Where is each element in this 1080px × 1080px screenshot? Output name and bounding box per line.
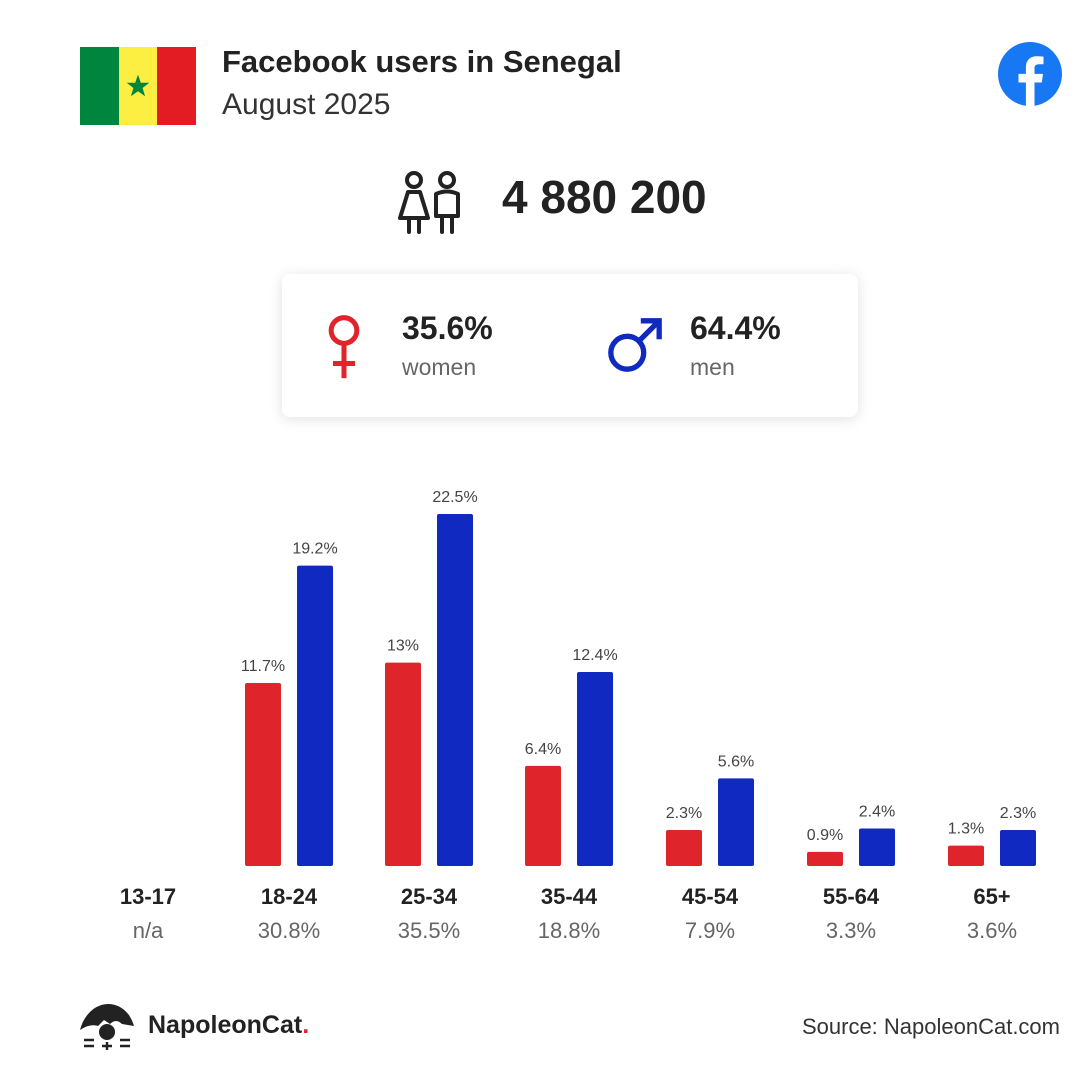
bar-men-35-44	[577, 672, 613, 866]
brand-name-dot: .	[302, 1011, 310, 1039]
total-users-value: 4 880 200	[502, 171, 707, 223]
flag-stripe-yellow	[118, 47, 158, 125]
age-group-label: 25-34	[400, 884, 458, 909]
age-group-label: 55-64	[822, 884, 880, 909]
bar-women-45-54	[666, 830, 702, 866]
female-icon	[328, 315, 360, 379]
bar-label-women-18-24: 11.7%	[241, 658, 285, 675]
napoleoncat-logo	[80, 1004, 134, 1050]
bar-men-45-54	[718, 778, 754, 866]
age-group-share: 35.5%	[397, 918, 461, 943]
page-subtitle: August 2025	[222, 88, 391, 121]
senegal-flag	[80, 47, 197, 125]
bar-label-women-65+: 1.3%	[948, 821, 984, 838]
age-group-share: 3.3%	[825, 918, 877, 943]
male-icon	[608, 318, 662, 372]
flag-stripe-red	[157, 47, 197, 125]
bar-men-18-24	[297, 565, 333, 866]
age-group-label: 18-24	[260, 884, 318, 909]
brand-name: NapoleonCat.	[148, 1011, 309, 1040]
age-group-label: 65+	[973, 884, 1011, 909]
bar-men-55-64	[859, 828, 895, 866]
age-group-share: n/a	[132, 918, 164, 943]
bar-women-35-44	[525, 765, 561, 866]
bar-women-18-24	[245, 682, 281, 866]
flag-stripe-green	[80, 47, 119, 125]
women-label: women	[402, 354, 477, 380]
bar-label-women-35-44: 6.4%	[525, 741, 561, 758]
bar-label-men-25-34: 22.5%	[432, 489, 477, 506]
bar-label-women-55-64: 0.9%	[807, 827, 843, 844]
bar-women-25-34	[385, 662, 421, 866]
gender-split-card: 35.6% women 64.4% men	[282, 274, 858, 417]
age-group-share: 18.8%	[537, 918, 601, 943]
bar-men-65+	[1000, 830, 1036, 866]
star-icon	[126, 74, 150, 97]
age-group-label: 45-54	[681, 884, 739, 909]
age-group-share: 30.8%	[257, 918, 321, 943]
bar-label-women-25-34: 13%	[387, 638, 419, 655]
source-credit: Source: NapoleonCat.com	[801, 1014, 1060, 1039]
age-group-label: 35-44	[540, 884, 598, 909]
age-gender-bar-chart: 11.7% 19.2% 13% 22.5% 6.4% 12.4% 2.3% 5.6% 0.9% 2…	[241, 489, 1036, 866]
age-group-share: 7.9%	[684, 918, 736, 943]
bar-women-55-64	[807, 851, 843, 866]
page-title: Facebook users in Senegal	[222, 44, 622, 79]
bar-men-25-34	[437, 514, 473, 866]
brand-name-text: NapoleonCat	[148, 1011, 303, 1039]
bar-women-65+	[948, 845, 984, 866]
bar-label-men-55-64: 2.4%	[859, 803, 895, 820]
men-percent: 64.4%	[690, 310, 781, 346]
users-icon	[398, 171, 460, 234]
bar-label-women-45-54: 2.3%	[666, 805, 702, 822]
bar-label-men-45-54: 5.6%	[718, 753, 754, 770]
age-group-label: 13-17	[119, 884, 177, 909]
bar-label-men-35-44: 12.4%	[572, 647, 617, 664]
women-percent: 35.6%	[402, 310, 493, 346]
bar-label-men-65+: 2.3%	[1000, 805, 1036, 822]
age-group-share: 3.6%	[966, 918, 1018, 943]
bar-label-men-18-24: 19.2%	[292, 541, 337, 558]
men-label: men	[690, 354, 735, 380]
facebook-icon	[998, 42, 1062, 106]
